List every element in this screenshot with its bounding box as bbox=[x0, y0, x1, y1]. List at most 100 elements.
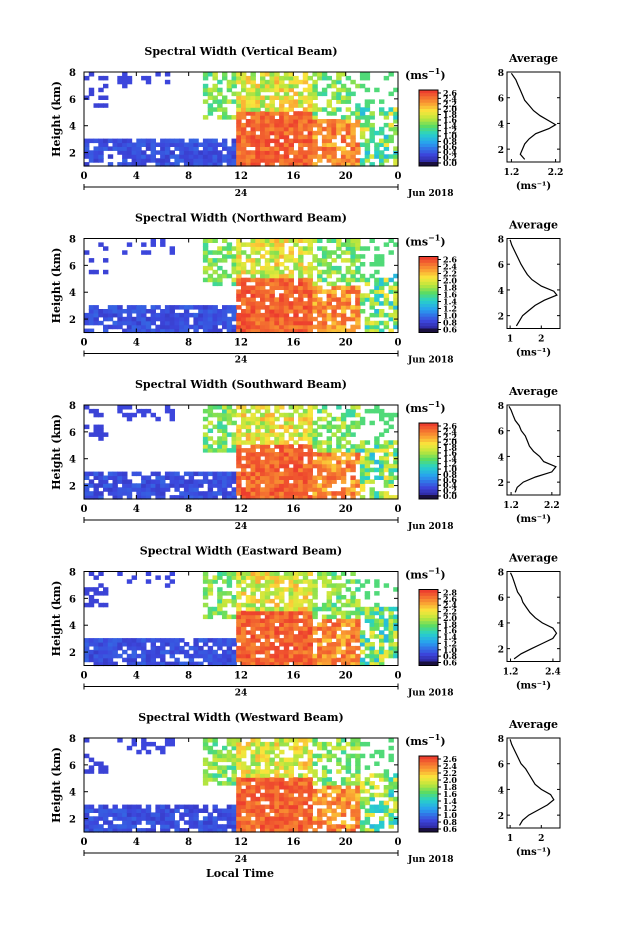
heatmap-cell bbox=[98, 154, 104, 159]
heatmap-cell bbox=[355, 452, 361, 457]
heatmap-cell bbox=[312, 324, 318, 330]
heatmap-cell bbox=[112, 812, 118, 817]
heatmap-cell bbox=[260, 269, 266, 275]
heatmap-cell bbox=[231, 598, 237, 604]
heatmap-cell bbox=[260, 405, 266, 410]
heatmap-cell bbox=[279, 107, 285, 112]
heatmap-cell bbox=[241, 765, 247, 770]
heatmap-cell bbox=[264, 753, 271, 759]
heatmap-cell bbox=[88, 150, 95, 155]
heatmap-cell bbox=[250, 653, 256, 659]
heatmap-cell bbox=[317, 657, 323, 663]
heatmap-cell bbox=[183, 305, 190, 310]
heatmap-cell bbox=[193, 328, 199, 334]
heatmap-cell bbox=[388, 328, 394, 334]
heatmap-cell bbox=[202, 479, 209, 484]
heatmap-cell bbox=[288, 598, 294, 604]
heatmap-cell bbox=[207, 258, 214, 263]
heatmap-cell bbox=[217, 320, 223, 326]
heatmap-cell bbox=[226, 591, 233, 596]
heatmap-cell bbox=[145, 158, 152, 163]
heatmap-cell bbox=[288, 420, 294, 426]
heatmap-cell bbox=[336, 645, 342, 651]
heatmap-cell bbox=[298, 781, 304, 786]
heatmap-cell bbox=[160, 495, 166, 500]
heatmap-cell bbox=[393, 107, 399, 112]
heatmap-cell bbox=[212, 424, 218, 430]
y-tick-label: 2 bbox=[69, 482, 76, 493]
heatmap-cell bbox=[202, 816, 209, 821]
heatmap-cell bbox=[340, 618, 347, 623]
heatmap-cell bbox=[202, 246, 209, 251]
heatmap-cell bbox=[241, 816, 247, 821]
heatmap-cell bbox=[255, 83, 261, 89]
heatmap-cell bbox=[383, 75, 390, 81]
heatmap-cell bbox=[103, 312, 109, 318]
heatmap-cell bbox=[255, 804, 261, 810]
heatmap-cell bbox=[393, 618, 399, 623]
heatmap-cell bbox=[379, 634, 385, 639]
heatmap-cell bbox=[288, 99, 294, 104]
heatmap-cell bbox=[298, 661, 304, 667]
heatmap-cell bbox=[321, 277, 328, 283]
heatmap-cell bbox=[245, 87, 252, 93]
heatmap-cell bbox=[245, 820, 252, 825]
heatmap-cell bbox=[250, 328, 256, 334]
heatmap-cell bbox=[217, 602, 223, 608]
heatmap-cell bbox=[274, 126, 280, 132]
heatmap-cell bbox=[241, 83, 247, 89]
heatmap-cell bbox=[369, 408, 375, 414]
heatmap-cell bbox=[307, 269, 313, 275]
heatmap-cell bbox=[298, 452, 304, 457]
heatmap-cell bbox=[288, 653, 294, 659]
heatmap-cell bbox=[293, 75, 299, 81]
heatmap-cell bbox=[217, 87, 223, 93]
heatmap-cell bbox=[174, 162, 180, 167]
heatmap-cell bbox=[321, 75, 328, 81]
heatmap-cell bbox=[302, 126, 309, 132]
heatmap-cell bbox=[222, 614, 228, 620]
heatmap-cell bbox=[340, 777, 347, 782]
heatmap-cell bbox=[283, 638, 290, 643]
heatmap-cell bbox=[288, 626, 294, 631]
heatmap-cell bbox=[279, 738, 285, 743]
heatmap-cell bbox=[340, 487, 347, 492]
heatmap-cell bbox=[231, 757, 237, 763]
heatmap-cell bbox=[245, 808, 252, 813]
heatmap-cell bbox=[164, 820, 171, 825]
heatmap-cell bbox=[369, 273, 375, 279]
heatmap-cell bbox=[312, 761, 318, 766]
heatmap-cell bbox=[293, 781, 299, 786]
heatmap-cell bbox=[388, 808, 394, 813]
heatmap-cell bbox=[222, 408, 228, 414]
heatmap-cell bbox=[359, 479, 366, 484]
heatmap-cell bbox=[345, 150, 352, 155]
heatmap-cell bbox=[217, 424, 223, 430]
heatmap-cell bbox=[269, 816, 275, 821]
heatmap-cell bbox=[302, 412, 309, 418]
heatmap-cell bbox=[155, 653, 161, 659]
heatmap-cell bbox=[345, 661, 352, 667]
heatmap-cell bbox=[364, 610, 371, 616]
heatmap-cell bbox=[279, 328, 285, 334]
heatmap-cell bbox=[298, 301, 304, 306]
heatmap-cell bbox=[264, 626, 271, 631]
heatmap-cell bbox=[93, 483, 99, 488]
heatmap-cell bbox=[245, 150, 252, 155]
heatmap-cell bbox=[340, 444, 347, 449]
heatmap-cell bbox=[207, 312, 214, 318]
heatmap-cell bbox=[293, 289, 299, 294]
heatmap-cell bbox=[293, 463, 299, 469]
average-x-tick-label: 2 bbox=[538, 335, 544, 345]
heatmap-cell bbox=[112, 309, 118, 314]
heatmap-cell bbox=[283, 741, 290, 747]
heatmap-cell bbox=[179, 150, 185, 155]
heatmap-cell bbox=[283, 87, 290, 93]
heatmap-cell bbox=[283, 301, 290, 306]
colorbar-tick-label: 0.6 bbox=[443, 658, 457, 668]
heatmap-cell bbox=[126, 820, 133, 825]
heatmap-cell bbox=[312, 738, 318, 743]
heatmap-cell bbox=[236, 75, 242, 81]
heatmap-cell bbox=[241, 99, 247, 104]
